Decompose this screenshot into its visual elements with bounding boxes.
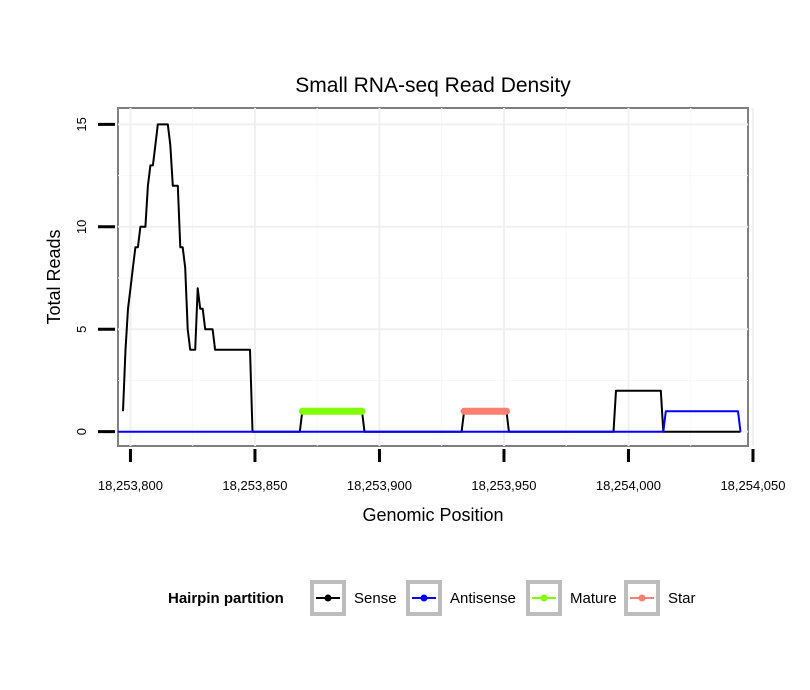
x-tick-label: 18,254,000	[596, 478, 661, 493]
y-tick-label: 5	[74, 326, 89, 333]
legend-label: Antisense	[450, 590, 516, 607]
x-axis: 18,253,800 18,253,850 18,253,900 18,253,950…	[98, 449, 786, 493]
x-axis-label: Genomic Position	[362, 505, 503, 525]
x-tick-label: 18,254,050	[720, 478, 785, 493]
legend-item-star: Star	[624, 580, 696, 616]
legend-label: Sense	[354, 590, 397, 607]
series-line-antisense	[118, 410, 742, 433]
legend-key-point	[638, 594, 646, 602]
legend-title: Hairpin partition	[168, 590, 284, 607]
y-tick-label: 0	[74, 428, 89, 435]
legend-item-mature: Mature	[526, 580, 617, 616]
y-axis-label: Total Reads	[44, 229, 64, 324]
grid-lines	[118, 108, 754, 446]
series-layer	[118, 123, 742, 433]
legend-item-sense: Sense	[310, 580, 397, 616]
legend-key-point	[324, 594, 332, 602]
legend-label: Mature	[570, 590, 617, 607]
legend-key-point	[420, 594, 428, 602]
x-tick-label: 18,253,950	[471, 478, 536, 493]
plot-panel	[117, 107, 749, 447]
x-tick-label: 18,253,900	[347, 478, 412, 493]
legend-item-antisense: Antisense	[406, 580, 516, 616]
x-tick-label: 18,253,850	[222, 478, 287, 493]
legend-label: Star	[668, 590, 696, 607]
legend-key-point	[540, 594, 548, 602]
y-tick-label: 10	[74, 220, 89, 234]
x-tick-label: 18,253,800	[98, 478, 163, 493]
chart-title: Small RNA-seq Read Density	[295, 74, 571, 97]
y-tick-label: 15	[74, 117, 89, 131]
y-axis: 0 5 10 15	[74, 117, 115, 435]
legend: Hairpin partition Sense Antisense Mature St…	[168, 580, 696, 616]
